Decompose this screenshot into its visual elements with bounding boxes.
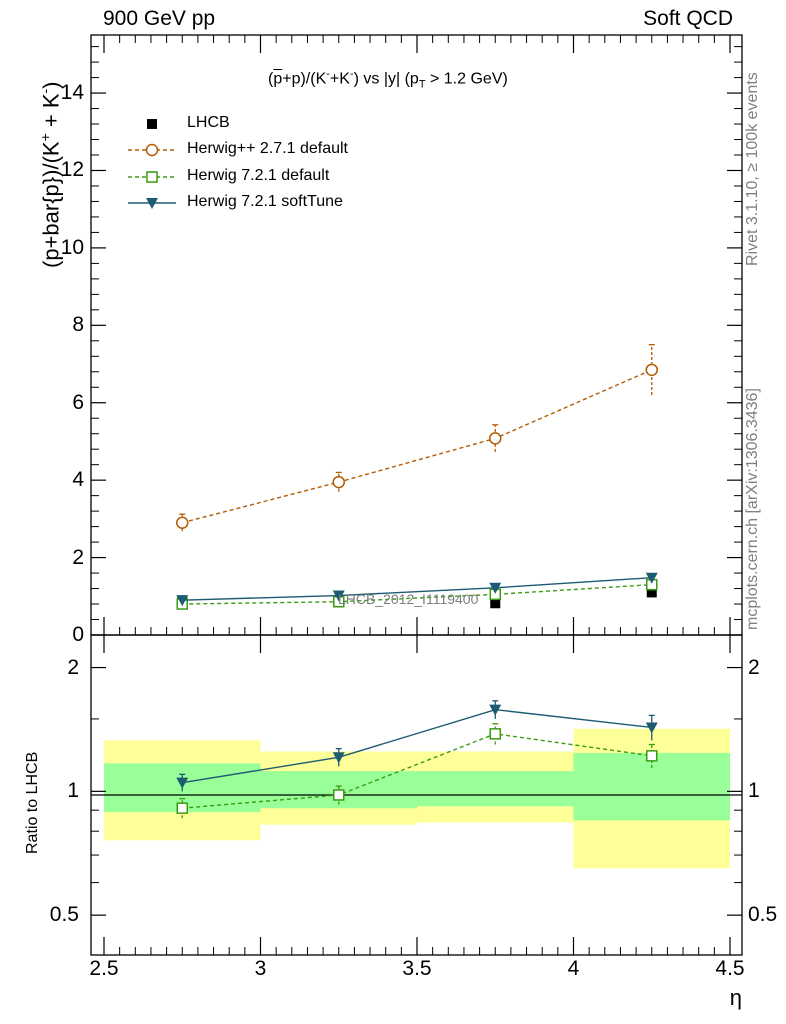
main-ytick-label-7: 14 xyxy=(60,81,84,105)
main-series-3-point-0 xyxy=(176,595,189,607)
title-part-c: ) vs |y| (p xyxy=(353,70,419,88)
main-ytick-label-0: 0 xyxy=(72,623,84,646)
ratio-y-axis-label: Ratio to LHCB xyxy=(24,751,41,854)
main-series-2-line xyxy=(182,583,652,605)
main-ytick-label-6: 12 xyxy=(60,158,84,182)
ratio-series-0-line xyxy=(182,733,652,809)
main-ytick-label-3: 6 xyxy=(72,390,84,414)
ratio-series-1-point-3 xyxy=(645,722,658,734)
ratio-series-0-point-0 xyxy=(176,802,188,814)
ratio-series-1-point-1 xyxy=(332,752,345,764)
title-open: ( xyxy=(268,70,274,88)
main-series-3-point-3 xyxy=(645,572,658,584)
legend-marker-1 xyxy=(145,143,159,157)
xtick-label-2: 3.5 xyxy=(402,957,432,980)
header-left-label: 900 GeV pp xyxy=(103,7,216,30)
ratio-ytick-label-right-2: 2 xyxy=(748,655,760,679)
main-ytick-label-2: 4 xyxy=(72,468,84,492)
ratio-ytick-label-2: 2 xyxy=(67,655,79,679)
main-series-3-point-2 xyxy=(489,582,502,594)
xtick-label-3: 4 xyxy=(567,957,580,980)
legend-marker-2 xyxy=(146,171,158,183)
ratio-series-1-point-0 xyxy=(176,777,189,789)
ratio-band-inner-2 xyxy=(417,771,574,807)
title-pbar: p xyxy=(273,70,283,88)
main-series-1-point-2 xyxy=(489,432,502,445)
ratio-ytick-label-1: 1 xyxy=(67,779,79,803)
title-part-a: +p)/(K xyxy=(282,70,327,88)
main-ytick-label-4: 8 xyxy=(72,313,84,337)
xtick-label-4: 4.5 xyxy=(715,957,745,980)
title-sup-b: - xyxy=(349,68,354,80)
title-sub-t: T xyxy=(418,78,426,91)
ratio-ytick-label-0: 0.5 xyxy=(49,903,79,927)
main-series-1-point-1 xyxy=(332,475,345,489)
main-series-1-line xyxy=(182,369,653,524)
ratio-uncertainty-bands xyxy=(104,728,730,869)
legend-label-softtune: Herwig 7.2.1 softTune xyxy=(187,193,343,210)
ratio-ytick-label-right-1: 1 xyxy=(748,779,760,803)
title-sup-a: - xyxy=(326,68,330,80)
analysis-watermark: LHCB_2012_I1119400 xyxy=(338,591,479,607)
mcplots-credit-label: mcplots.cern.ch [arXiv:1306.3436] xyxy=(744,388,761,630)
ratio-series-group xyxy=(176,700,658,819)
legend-label-herwigpp: Herwig++ 2.7.1 default xyxy=(187,140,348,157)
legend-label-herwig721: Herwig 7.2.1 default xyxy=(187,167,330,184)
main-series-0-point-2 xyxy=(490,598,501,609)
header-right-label: Soft QCD xyxy=(643,7,733,30)
main-ytick-label-1: 2 xyxy=(72,545,84,569)
axis-ticks xyxy=(91,35,742,955)
xtick-label-1: 3 xyxy=(254,957,267,980)
main-series-1-point-0 xyxy=(176,516,189,529)
ratio-ytick-label-right-0: 0.5 xyxy=(748,903,778,927)
legend-label-lhcb: LHCB xyxy=(187,114,230,131)
rivet-version-label: Rivet 3.1.10, ≥ 100k events xyxy=(744,72,761,266)
x-axis-label: η xyxy=(729,985,742,1010)
legend-marker-0 xyxy=(147,119,157,129)
main-series-3-line xyxy=(182,577,652,601)
ratio-series-1-point-2 xyxy=(489,704,502,716)
legend-markers xyxy=(128,119,176,209)
title-part-d: > 1.2 GeV) xyxy=(425,70,508,88)
title-part-b: +K xyxy=(329,70,350,88)
main-series-group xyxy=(176,344,658,610)
main-series-1-point-3 xyxy=(645,363,658,377)
ratio-series-1-line xyxy=(182,708,652,784)
main-series-3-point-1 xyxy=(332,590,345,602)
chart-title: (p+p)/(K-+K-) vs |y| (pT > 1.2 GeV) xyxy=(268,68,508,91)
ratio-series-0-point-3 xyxy=(646,750,658,762)
ratio-series-0-point-1 xyxy=(333,789,345,801)
main-series-0-point-3 xyxy=(646,587,657,598)
ratio-band-inner-3 xyxy=(573,752,730,821)
ratio-series-0-point-2 xyxy=(489,728,501,740)
main-ytick-label-5: 10 xyxy=(60,235,84,259)
legend-marker-3 xyxy=(146,198,158,209)
xtick-label-0: 2.5 xyxy=(89,957,119,980)
